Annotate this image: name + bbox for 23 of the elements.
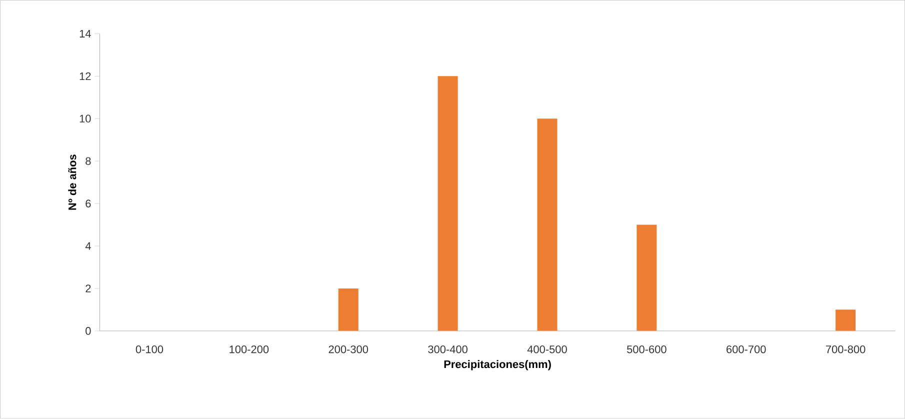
bar — [836, 310, 856, 332]
y-tick-label: 0 — [86, 327, 91, 335]
y-tick-label: 6 — [86, 200, 91, 208]
x-tick-label: 700-800 — [826, 346, 866, 354]
y-tick-label: 10 — [80, 114, 91, 123]
bar — [338, 288, 358, 332]
x-tick-label: 200-300 — [328, 346, 368, 354]
y-tick-label: 2 — [86, 284, 91, 292]
x-tick-label: 400-500 — [527, 346, 567, 354]
x-tick-label: 600-700 — [726, 346, 766, 354]
bar — [438, 76, 458, 332]
x-axis-title: Precipitaciones(mm) — [444, 360, 551, 370]
bar — [636, 224, 657, 332]
y-axis-title: Nº de años — [68, 154, 76, 210]
y-tick-label: 8 — [86, 157, 91, 166]
x-tick-label: 500-600 — [627, 346, 666, 354]
x-tick-label: 0-100 — [136, 346, 164, 354]
y-tick-label: 12 — [80, 72, 91, 80]
y-tick-label: 4 — [85, 242, 91, 250]
y-tick-label: 14 — [80, 30, 91, 38]
x-tick-label: 300-400 — [428, 346, 468, 354]
bar — [537, 118, 558, 332]
x-tick-label: 100-200 — [230, 346, 269, 354]
